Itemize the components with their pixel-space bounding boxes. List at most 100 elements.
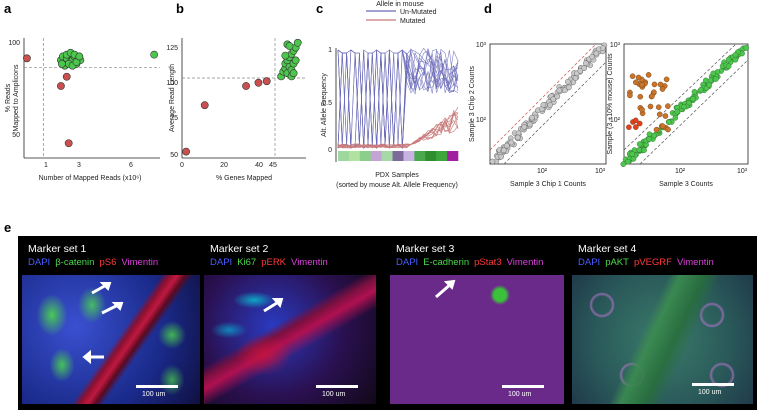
y-axis-label: Average Read Length [169, 64, 176, 132]
sample-bar-segment [447, 151, 459, 161]
sample-color-bar [338, 151, 459, 161]
data-point [566, 84, 572, 91]
outlier-point [651, 81, 658, 88]
data-points [489, 42, 608, 165]
panel-letter-a: a [4, 1, 12, 16]
data-point [651, 132, 657, 139]
x-axis-label: Sample 3 Chip 1 Counts [510, 181, 586, 188]
legend-label-unmutated: Un-Mutated [400, 9, 437, 16]
unmutated-allele-line [337, 49, 459, 149]
data-point [521, 124, 528, 130]
outlier-point [655, 104, 662, 110]
data-point [581, 65, 588, 71]
reference-line-lower [503, 61, 607, 165]
tick-label: 10³ [610, 42, 621, 49]
y-axis-label: Sample (3 +10% mouse) Counts [607, 53, 614, 155]
marker-label: Vimentin [291, 257, 328, 268]
data-point [242, 82, 250, 90]
data-points [182, 38, 302, 156]
data-point [600, 45, 606, 51]
data-point [589, 53, 595, 60]
marker-label: DAPI [28, 257, 51, 268]
data-point [646, 131, 653, 137]
data-point [554, 93, 561, 100]
data-point [57, 59, 66, 68]
data-point [625, 158, 631, 165]
marker-label: Vimentin [121, 257, 159, 268]
plot-frame [623, 43, 749, 165]
marker-label: pS6 [99, 257, 117, 268]
data-point [150, 50, 159, 59]
data-point [285, 42, 294, 50]
legend-label-mutated: Mutated [400, 18, 425, 25]
tick-label: 125 [166, 45, 178, 52]
unmutated-allele-line [337, 49, 459, 149]
reference-line-lower [639, 59, 749, 165]
mutated-allele-line [337, 110, 459, 149]
x-axis-label-2: (sorted by mouse Alt. Allele Frequency) [336, 182, 458, 189]
data-point [182, 147, 191, 156]
data-point [646, 136, 652, 142]
sample-bar-segment [414, 151, 426, 161]
data-point [527, 121, 533, 128]
unmutated-allele-line [337, 49, 459, 149]
data-point [565, 78, 571, 85]
data-point [743, 45, 750, 51]
y-axis-label: Sample 3 Chip 2 Counts [469, 66, 476, 142]
data-point [62, 72, 71, 81]
outlier-point [657, 81, 664, 88]
data-point [698, 86, 704, 93]
data-point [636, 146, 643, 153]
data-point [514, 134, 521, 141]
tick-label: 45 [269, 162, 277, 169]
sample-bar-segment [381, 151, 393, 161]
microscopy-image [22, 275, 200, 404]
outlier-point [659, 123, 666, 129]
data-point [550, 96, 557, 102]
data-point [641, 147, 647, 153]
data-point [672, 115, 679, 121]
data-point [498, 153, 505, 160]
marker-label: DAPI [210, 257, 233, 268]
scale-bar [692, 383, 734, 386]
data-point [293, 38, 302, 47]
outlier-point [639, 81, 645, 88]
outlier-point [632, 117, 639, 124]
sample-bar-segment [338, 151, 350, 161]
tick-label: 10³ [595, 168, 606, 175]
sample-bar-segment [392, 151, 404, 161]
data-point [706, 82, 712, 88]
unmutated-allele-line [337, 49, 459, 149]
unmutated-allele-line [337, 49, 459, 149]
marker-set-title: Marker set 2 [210, 243, 269, 255]
marker-legend: DAPI β-catenin pS6 Vimentin [28, 257, 163, 268]
tick-label: 10² [610, 117, 621, 124]
data-point [710, 70, 717, 77]
arrow-icon [435, 279, 456, 299]
tick-label: 50 [170, 152, 178, 159]
marker-label: pStat3 [474, 257, 502, 268]
scale-label: 100 um [698, 389, 722, 396]
sample-bar-segment [425, 151, 437, 161]
reference-line-upper [623, 43, 737, 151]
marker-set-title: Marker set 1 [28, 243, 87, 255]
plot-frame [489, 43, 607, 165]
tick-label: 10² [537, 168, 548, 175]
microscopy-image [204, 275, 376, 404]
data-point [489, 158, 496, 165]
marker-label: Vimentin [506, 257, 544, 268]
sample-bar-segment [370, 151, 382, 161]
scale-label: 100 um [508, 391, 532, 398]
tick-label: 6 [129, 162, 133, 169]
data-point [620, 161, 627, 167]
marker-label: β-catenin [55, 257, 95, 268]
data-point [681, 103, 687, 110]
sample-bar-segment [436, 151, 448, 161]
unmutated-allele-line [337, 48, 459, 149]
scale-label: 100 um [322, 391, 346, 398]
tick-label: 0 [328, 147, 332, 154]
data-point [281, 51, 290, 60]
panel-d-right: 10³ 10² 10² 10³ Sample 3 Counts Sample (… [607, 42, 750, 188]
data-points [620, 43, 750, 167]
marker-set-title: Marker set 3 [396, 243, 455, 255]
